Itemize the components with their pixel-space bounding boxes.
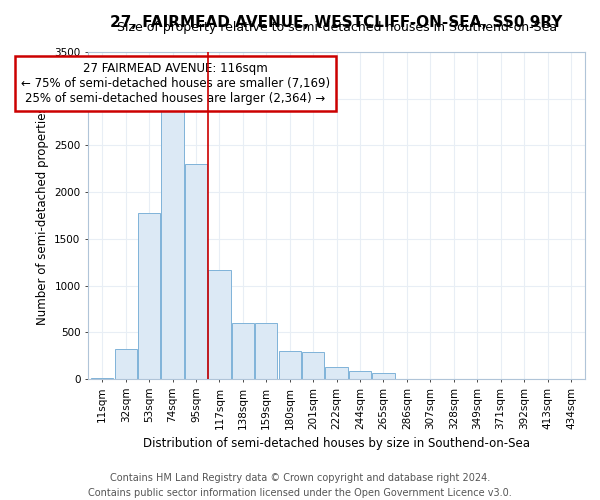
Text: 27 FAIRMEAD AVENUE: 116sqm
← 75% of semi-detached houses are smaller (7,169)
25%: 27 FAIRMEAD AVENUE: 116sqm ← 75% of semi… <box>20 62 329 105</box>
Bar <box>161 106 184 379</box>
Bar <box>302 352 324 379</box>
Bar <box>91 378 113 379</box>
Text: Contains HM Land Registry data © Crown copyright and database right 2024.
Contai: Contains HM Land Registry data © Crown c… <box>88 472 512 498</box>
X-axis label: Distribution of semi-detached houses by size in Southend-on-Sea: Distribution of semi-detached houses by … <box>143 437 530 450</box>
Bar <box>138 212 160 379</box>
Y-axis label: Number of semi-detached properties: Number of semi-detached properties <box>36 106 49 325</box>
Bar <box>349 372 371 379</box>
Bar <box>115 349 137 379</box>
Bar <box>208 270 230 379</box>
Bar <box>255 323 277 379</box>
Bar <box>325 367 348 379</box>
Text: Size of property relative to semi-detached houses in Southend-on-Sea: Size of property relative to semi-detach… <box>116 21 557 34</box>
Bar <box>278 352 301 379</box>
Title: 27, FAIRMEAD AVENUE, WESTCLIFF-ON-SEA, SS0 9RY: 27, FAIRMEAD AVENUE, WESTCLIFF-ON-SEA, S… <box>110 15 563 30</box>
Bar <box>373 374 395 379</box>
Bar <box>185 164 207 379</box>
Bar <box>232 323 254 379</box>
